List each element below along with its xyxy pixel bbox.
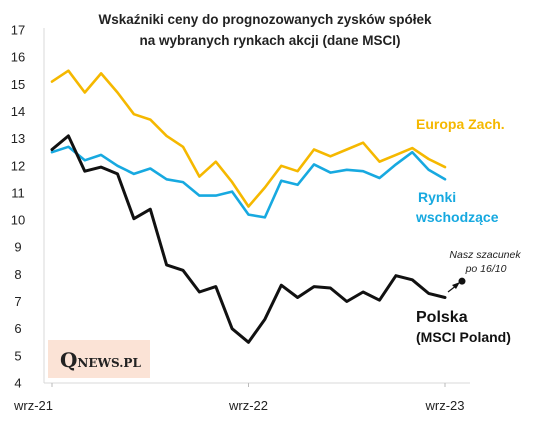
label-polska-line-2: (MSCI Poland) bbox=[416, 329, 511, 345]
y-tick-label: 12 bbox=[11, 158, 25, 173]
y-tick-label: 15 bbox=[11, 77, 25, 92]
series-layer bbox=[50, 69, 447, 344]
y-tick-label: 6 bbox=[14, 321, 21, 336]
y-tick-label: 16 bbox=[11, 50, 25, 65]
y-tick-label: 11 bbox=[11, 185, 25, 200]
label-rynki-line-1: Rynki bbox=[418, 189, 456, 205]
qnews-logo: QNEWS.PL bbox=[48, 340, 150, 378]
y-tick-label: 17 bbox=[11, 23, 25, 38]
x-tick-label: wrz-23 bbox=[424, 398, 464, 413]
annotation-arrowhead bbox=[452, 282, 460, 289]
series-line-1 bbox=[50, 69, 447, 208]
label-europa: Europa Zach. bbox=[416, 116, 505, 132]
estimate-annotation: Nasz szacunek po 16/10 bbox=[447, 249, 521, 293]
x-tick-label: wrz-21 bbox=[13, 398, 53, 413]
y-tick-label: 5 bbox=[14, 348, 21, 363]
y-tick-labels: 4 5 6 7 8 9 10 11 12 13 14 15 16 17 bbox=[11, 23, 25, 391]
y-tick-label: 8 bbox=[14, 267, 21, 282]
logo-background bbox=[48, 340, 150, 378]
y-tick-label: 14 bbox=[11, 104, 25, 119]
chart-title-line-2: na wybranych rynkach akcji (dane MSCI) bbox=[139, 33, 400, 48]
series-line-2 bbox=[50, 145, 447, 219]
annotation-line-2: po 16/10 bbox=[465, 263, 507, 275]
y-tick-label: 4 bbox=[14, 376, 21, 391]
annotation-line-1: Nasz szacunek bbox=[449, 249, 521, 261]
chart-title-line-1: Wskaźniki ceny do prognozowanych zysków … bbox=[98, 12, 432, 27]
logo-text: QNEWS.PL bbox=[60, 348, 141, 372]
x-tick-label: wrz-22 bbox=[228, 398, 268, 413]
series-line-3 bbox=[50, 134, 447, 344]
y-tick-label: 7 bbox=[14, 294, 21, 309]
estimate-point bbox=[458, 277, 466, 285]
series-labels: Europa Zach. Rynki wschodzące Polska (MS… bbox=[415, 116, 511, 345]
x-tick-labels: wrz-21 wrz-22 wrz-23 bbox=[13, 383, 465, 413]
label-polska-line-1: Polska bbox=[416, 309, 468, 326]
label-rynki-line-2: wschodzące bbox=[415, 209, 499, 225]
y-tick-label: 10 bbox=[11, 213, 25, 228]
y-tick-label: 13 bbox=[11, 131, 25, 146]
y-tick-label: 9 bbox=[14, 240, 21, 255]
